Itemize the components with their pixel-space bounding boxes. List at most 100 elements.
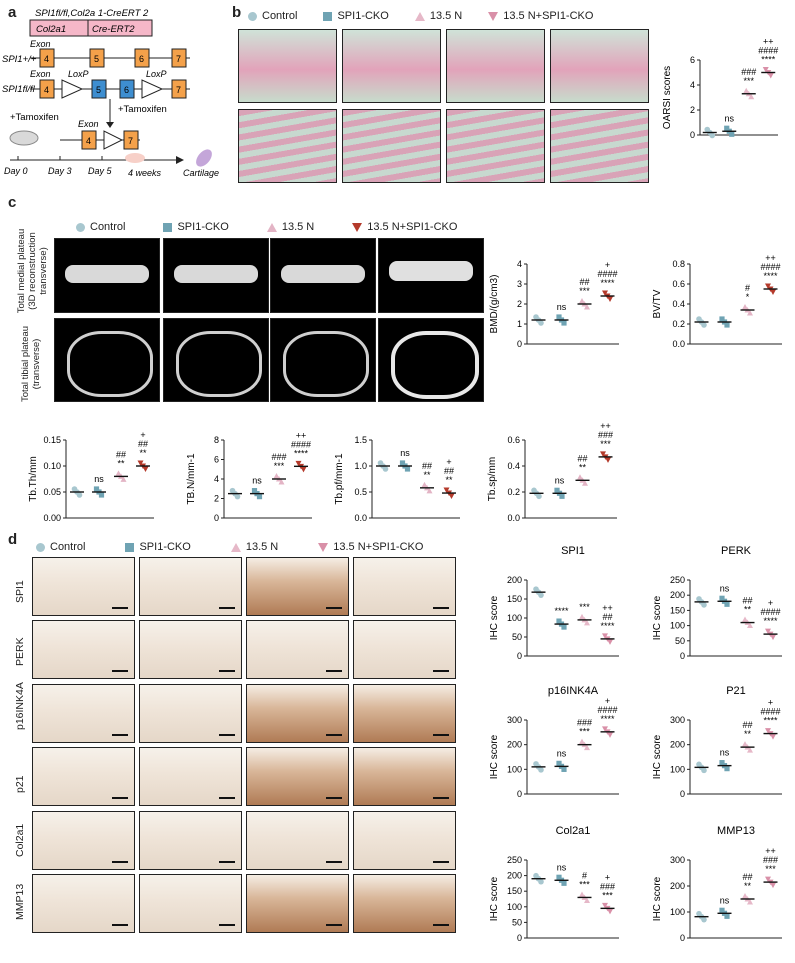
bmd-point-2-0: [579, 298, 585, 304]
ihc-image-4-2: [246, 811, 349, 870]
mmp13-sig-2-0: ##: [742, 872, 752, 882]
oarsi-ylabel: OARSI scores: [662, 66, 673, 129]
tbn-sig-3-1: ####: [291, 439, 311, 449]
ihc-image-1-0: [32, 620, 135, 679]
p16-sig-2-1: ***: [579, 727, 590, 737]
panel-a-letter: a: [8, 4, 17, 21]
exon-label-2: Exon: [30, 69, 51, 79]
ihc-image-0-0: [32, 557, 135, 616]
bmd-tick-label-3: 3: [517, 279, 522, 289]
col2a1-tick-label-3: 150: [507, 886, 522, 896]
ihc-image-4-1: [139, 811, 242, 870]
bvtv-tick-label-1: 0.2: [672, 319, 685, 329]
perk-ylabel: IHC score: [652, 595, 663, 640]
oarsi-sig-3-1: ####: [758, 46, 778, 56]
p16-tick-label-2: 200: [507, 740, 522, 750]
p21-point-2-0: [742, 741, 748, 747]
tbsp-point-0-2: [536, 493, 542, 500]
tbpf-point-3-0: [443, 487, 450, 494]
mmp13-sig-3-2: ***: [765, 864, 776, 874]
legend-b-control: Control: [248, 10, 297, 22]
bmd-ylabel: BMD/(g/cm3): [489, 275, 500, 334]
p16-point-3-2: [607, 732, 613, 738]
bvtv-point-3-2: [770, 289, 776, 295]
bmd-sig-1-0: ns: [557, 302, 567, 312]
bmd-point-1-2: [561, 320, 567, 326]
perk-tick-label-1: 50: [675, 636, 685, 646]
tbsp-point-1-0: [554, 487, 560, 493]
ihc-image-2-2: [246, 684, 349, 743]
col2a1-sig-3-0: +: [605, 872, 610, 882]
ihc-image-1-1: [139, 620, 242, 679]
bmd-sig-3-0: +: [605, 260, 610, 270]
oarsi-sig-2-1: ***: [743, 76, 754, 86]
mmp13-point-0-2: [701, 916, 707, 923]
tbn-sig-3-0: ++: [296, 430, 307, 440]
tbsp-sig-2-0: ##: [577, 453, 587, 463]
tbn-ylabel: TB.N/mm-1: [186, 453, 197, 505]
loxp-label-1: LoxP: [68, 69, 89, 79]
bmd-tick-label-0: 0: [517, 339, 522, 349]
tbn-sig-3-2: ****: [294, 448, 309, 458]
mmp13-title: MMP13: [717, 825, 755, 837]
c-cko-tibial: [163, 318, 269, 402]
exon-label-1: Exon: [30, 39, 51, 49]
col2a1-sig-1-0: ns: [557, 862, 567, 872]
exon-wt-4: 4: [44, 54, 49, 64]
exon-wt-7: 7: [176, 54, 181, 64]
mmp13-tick-label-1: 100: [670, 907, 685, 917]
spi1-point-3-2: [607, 639, 613, 645]
exon-del-7: 7: [128, 136, 133, 146]
c-cko-3d: [163, 238, 269, 313]
spi1-point-1-2: [561, 624, 567, 630]
legend-c-control: Control: [76, 221, 125, 233]
tbn-tick-label-2: 4: [214, 474, 219, 484]
oarsi-point-1-2: [729, 131, 735, 137]
spi1-ylabel: IHC score: [489, 595, 500, 640]
ihc-image-0-3: [353, 557, 456, 616]
perk-tick-label-4: 200: [670, 590, 685, 600]
tbpf-point-0-2: [382, 466, 389, 472]
perk-tick-label-3: 150: [670, 605, 685, 615]
wt-label: SPI1+/+: [2, 54, 37, 65]
oarsi-point-2-2: [748, 93, 755, 100]
tbsp-point-3-2: [605, 457, 611, 463]
spi1-point-2-2: [584, 619, 590, 626]
tbsp-point-1-2: [559, 493, 565, 499]
tbth-sig-3-1: ##: [138, 439, 148, 449]
b-cko-high: [342, 109, 441, 183]
p21-title: P21: [726, 685, 746, 697]
bvtv-sig-3-2: ****: [763, 271, 778, 281]
c-control-tibial: [54, 318, 160, 402]
mmp13-tick-label-2: 200: [670, 881, 685, 891]
day3-label: Day 3: [48, 166, 72, 176]
ihc-image-5-1: [139, 874, 242, 933]
exon-wt-5: 5: [94, 54, 99, 64]
col2a1-label: Col2a1: [36, 24, 66, 35]
tbth-sig-1-0: ns: [94, 474, 104, 484]
perk-point-3-0: [765, 628, 771, 635]
oarsi-tick-label-2: 4: [690, 80, 695, 90]
tbsp-sig-2-1: **: [579, 462, 587, 472]
legend-c-combo: 13.5 N+SPI1-CKO: [352, 221, 457, 233]
spi1-tick-label-1: 50: [512, 632, 522, 642]
bmd-sig-3-1: ####: [597, 269, 617, 279]
p16-point-2-2: [584, 744, 590, 751]
tamoxifen-label-left: +Tamoxifen: [10, 112, 59, 123]
tbpf-tick-label-1: 0.5: [354, 487, 367, 497]
ihc-image-2-1: [139, 684, 242, 743]
col2a1-point-3-2: [607, 908, 613, 915]
oarsi-point-0-2: [709, 132, 716, 139]
bvtv-sig-2-1: *: [746, 292, 750, 302]
p16-tick-label-3: 300: [507, 715, 522, 725]
tbth-ylabel: Tb.Th/mm: [28, 456, 39, 502]
spi1-tick-label-4: 200: [507, 575, 522, 585]
p21-point-1-2: [724, 766, 730, 772]
col2a1-point-1-2: [561, 880, 567, 886]
perk-point-1-2: [724, 601, 730, 607]
tbth-point-0-2: [76, 492, 83, 498]
bvtv-point-0-2: [701, 322, 707, 328]
tbn-tick-label-1: 2: [214, 494, 219, 504]
col2a1-point-0-2: [538, 878, 544, 885]
tbsp-point-2-0: [577, 474, 583, 480]
